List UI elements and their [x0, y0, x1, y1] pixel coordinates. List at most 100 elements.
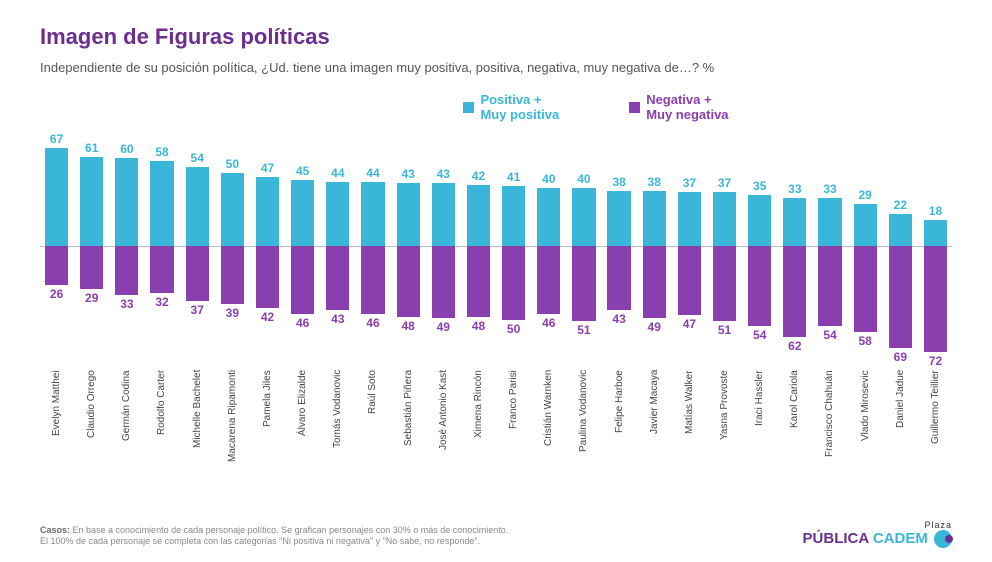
- negative-value-label: 29: [75, 291, 108, 305]
- negative-value-label: 58: [849, 334, 882, 348]
- bar-group: 3354: [813, 129, 846, 364]
- positive-bar: [291, 180, 314, 246]
- bar-group: 4150: [497, 129, 530, 364]
- negative-value-label: 54: [743, 328, 776, 342]
- negative-value-label: 49: [427, 320, 460, 334]
- positive-value-label: 35: [743, 179, 776, 193]
- bar-group: 5832: [145, 129, 178, 364]
- negative-bar: [572, 246, 595, 321]
- legend-positive-label: Positiva + Muy positiva: [480, 93, 559, 123]
- category-label: Michelle Bachelet: [181, 370, 214, 480]
- positive-bar: [361, 182, 384, 247]
- bar-group: 2269: [884, 129, 917, 364]
- bar-group: 6129: [75, 129, 108, 364]
- category-label: Claudio Orrego: [75, 370, 108, 480]
- negative-value-label: 48: [392, 319, 425, 333]
- positive-value-label: 22: [884, 198, 917, 212]
- diverging-bar-chart: 6726612960335832543750394742454644434446…: [40, 129, 952, 364]
- negative-bar: [221, 246, 244, 303]
- legend-negative: Negativa + Muy negativa: [629, 93, 728, 123]
- positive-bar: [537, 188, 560, 247]
- category-label: Pamela Jiles: [251, 370, 284, 480]
- negative-value-label: 46: [356, 316, 389, 330]
- category-label: Iraci Hassler: [743, 370, 776, 480]
- footnote-line2: El 100% de cada personaje se completa co…: [40, 536, 480, 546]
- legend-positive: Positiva + Muy positiva: [463, 93, 559, 123]
- positive-value-label: 37: [708, 176, 741, 190]
- category-label: Franco Parisi: [497, 370, 530, 480]
- bar-group: 4248: [462, 129, 495, 364]
- negative-value-label: 46: [286, 316, 319, 330]
- bar-group: 5039: [216, 129, 249, 364]
- negative-value-label: 33: [110, 297, 143, 311]
- category-label: Karol Cariola: [778, 370, 811, 480]
- bar-group: 4051: [567, 129, 600, 364]
- positive-value-label: 43: [392, 167, 425, 181]
- positive-bar: [924, 220, 947, 246]
- positive-bar: [854, 204, 877, 247]
- negative-value-label: 62: [778, 339, 811, 353]
- positive-bar: [572, 188, 595, 247]
- positive-value-label: 60: [110, 142, 143, 156]
- negative-bar: [150, 246, 173, 293]
- bar-group: 3843: [603, 129, 636, 364]
- bar-group: 43 48: [392, 129, 425, 364]
- positive-bar: [256, 177, 279, 246]
- logo-top: Plaza: [803, 521, 952, 530]
- page-subtitle: Independiente de su posición política, ¿…: [40, 60, 952, 75]
- category-label: José Antonio Kast: [427, 370, 460, 480]
- negative-value-label: 42: [251, 310, 284, 324]
- negative-value-label: 26: [40, 287, 73, 301]
- negative-bar: [467, 246, 490, 317]
- negative-bar: [889, 246, 912, 347]
- positive-value-label: 33: [813, 182, 846, 196]
- negative-bar: [361, 246, 384, 314]
- negative-value-label: 43: [603, 312, 636, 326]
- negative-bar: [713, 246, 736, 321]
- negative-bar: [748, 246, 771, 325]
- positive-value-label: 40: [567, 172, 600, 186]
- positive-bar: [186, 167, 209, 246]
- negative-value-label: 51: [708, 323, 741, 337]
- category-label: Matías Walker: [673, 370, 706, 480]
- positive-value-label: 45: [286, 164, 319, 178]
- category-label: Javier Macaya: [638, 370, 671, 480]
- negative-bar: [818, 246, 841, 325]
- speech-bubble-icon: [934, 530, 952, 548]
- category-label: Sebastián Piñera: [392, 370, 425, 480]
- positive-bar: [467, 185, 490, 247]
- category-label: Guillermo Teillier: [919, 370, 952, 480]
- bar-group: 4742: [251, 129, 284, 364]
- category-label: Vlado Mirosevic: [849, 370, 882, 480]
- positive-bar: [783, 198, 806, 246]
- category-label: Daniel Jadue: [884, 370, 917, 480]
- positive-bar: [326, 182, 349, 247]
- legend-negative-label: Negativa + Muy negativa: [646, 93, 728, 123]
- negative-bar: [643, 246, 666, 318]
- bar-group: 5437: [181, 129, 214, 364]
- negative-value-label: 49: [638, 320, 671, 334]
- category-labels: Evelyn MattheiClaudio OrregoGermán Codin…: [40, 370, 952, 480]
- logo-cadem: CADEM: [869, 530, 928, 547]
- chart-legend: Positiva + Muy positiva Negativa + Muy n…: [240, 93, 952, 123]
- negative-value-label: 43: [321, 312, 354, 326]
- category-label: Ximena Rincón: [462, 370, 495, 480]
- positive-bar: [678, 192, 701, 246]
- positive-bar: [150, 161, 173, 246]
- negative-bar: [502, 246, 525, 319]
- bar-group: 4443: [321, 129, 354, 364]
- positive-value-label: 37: [673, 176, 706, 190]
- negative-bar: [678, 246, 701, 315]
- bar-group: 6726: [40, 129, 73, 364]
- positive-bar: [397, 183, 420, 246]
- positive-value-label: 54: [181, 151, 214, 165]
- negative-bar: [80, 246, 103, 289]
- positive-value-label: 43: [427, 167, 460, 181]
- negative-bar: [397, 246, 420, 317]
- positive-bar: [80, 157, 103, 247]
- negative-bar: [537, 246, 560, 314]
- negative-value-label: 72: [919, 354, 952, 368]
- negative-bar: [783, 246, 806, 337]
- positive-value-label: 44: [356, 166, 389, 180]
- positive-value-label: 29: [849, 188, 882, 202]
